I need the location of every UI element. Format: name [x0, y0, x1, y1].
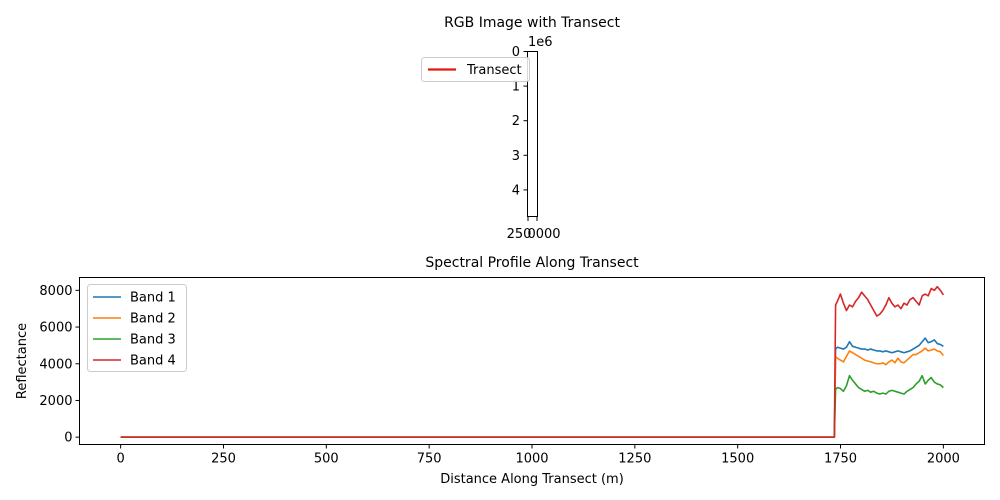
- series-line-band-1: [120, 337, 944, 438]
- series-line-band-2: [120, 347, 944, 438]
- top-y-tick-label: 1: [512, 80, 520, 95]
- top-x-tick-label: 250: [507, 227, 532, 242]
- series-line-band-4: [120, 285, 945, 438]
- x-tick-label: 500: [314, 452, 339, 467]
- bottom-axes-frame: [79, 277, 985, 445]
- x-tick-label: 750: [417, 452, 442, 467]
- legend-label: Band 2: [130, 312, 176, 327]
- top-legend-box: [421, 57, 530, 82]
- top-legend: Transect: [421, 57, 530, 82]
- bottom-series: [120, 285, 945, 438]
- top-y-tick-label: 4: [512, 183, 520, 198]
- top-x-tick-label: 0000: [527, 227, 560, 242]
- bottom-legend: Band 1 Band 2 Band 3 Band 4: [87, 284, 187, 372]
- x-tick-label: 1000: [515, 452, 548, 467]
- x-tick-label: 1500: [721, 452, 754, 467]
- y-tick-label: 8000: [39, 284, 72, 299]
- x-tick-label: 250: [211, 452, 236, 467]
- top-y-tick-label: 2: [512, 114, 520, 129]
- series-line-band-3: [120, 374, 944, 438]
- x-axis-label: Distance Along Transect (m): [440, 472, 624, 487]
- y-axis-label: Reflectance: [15, 323, 30, 399]
- top-y-tick-label: 0: [512, 45, 520, 60]
- top-y-offset-label: 1e6: [528, 35, 553, 50]
- legend-label: Band 1: [130, 291, 176, 306]
- x-tick-label: 0: [116, 452, 124, 467]
- top-y-ticks: 0 1 2 3 4: [512, 45, 528, 198]
- bottom-legend-box: [87, 284, 187, 372]
- x-tick-label: 1750: [824, 452, 857, 467]
- bottom-title: Spectral Profile Along Transect: [425, 255, 639, 271]
- x-tick-label: 2000: [927, 452, 960, 467]
- top-legend-label: Transect: [466, 63, 522, 78]
- y-tick-label: 2000: [39, 394, 72, 409]
- legend-label: Band 4: [130, 354, 176, 369]
- y-tick-label: 6000: [39, 321, 72, 336]
- top-y-tick-label: 3: [512, 149, 520, 164]
- top-axes-frame: [527, 51, 538, 217]
- y-tick-label: 0: [64, 431, 72, 446]
- bottom-ticks: 0 250 500 750 1000 1250 1500 1750 2000 0 2000 4000 6…: [39, 284, 960, 467]
- legend-label: Band 3: [130, 333, 176, 348]
- top-title: RGB Image with Transect: [444, 15, 620, 31]
- x-tick-label: 1250: [618, 452, 651, 467]
- y-tick-label: 4000: [39, 357, 72, 372]
